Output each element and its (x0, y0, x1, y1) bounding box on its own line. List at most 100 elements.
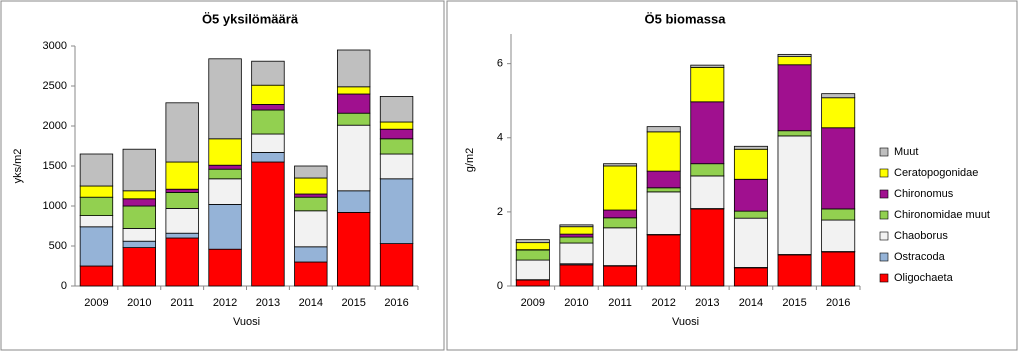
bar-segment (165, 161, 199, 190)
legend-swatch (879, 231, 889, 241)
y-tick-label: 1000 (43, 200, 67, 212)
y-tick-label: 3000 (43, 40, 67, 52)
bar-segment (294, 246, 328, 263)
bar-segment (777, 53, 812, 58)
bar-segment (379, 128, 414, 140)
bar-segment (821, 219, 856, 252)
bar-segment (79, 265, 114, 287)
bar-segment (122, 190, 157, 200)
y-tick-label: 0 (61, 280, 67, 292)
bar-segment (646, 126, 681, 133)
bar-segment (777, 56, 812, 66)
bar-segment (165, 102, 199, 163)
y-tick-label: 2500 (43, 80, 67, 92)
bar-segment (336, 190, 371, 213)
bar-segment (559, 242, 594, 265)
bar-segment (122, 148, 157, 192)
bar-segment (690, 66, 725, 103)
bar-segment (733, 148, 768, 180)
bar-segment (336, 93, 371, 114)
bar-segment (251, 151, 285, 163)
bar-segment (165, 188, 199, 193)
bar-segment (379, 243, 414, 287)
panel-frame (446, 0, 1018, 351)
bar-segment (294, 261, 328, 287)
legend-label: Ceratopogonidae (894, 167, 978, 179)
legend-swatch (879, 168, 889, 178)
bar-segment (646, 234, 681, 287)
bar-segment (515, 249, 550, 261)
bar-segment (515, 279, 550, 287)
x-tick-label: 2013 (256, 297, 280, 309)
y-axis-label: yks/m2 (12, 149, 24, 184)
bar-segment (122, 205, 157, 229)
bar-segment (559, 226, 594, 235)
bar-segment (733, 178, 768, 212)
bar-segment (336, 112, 371, 126)
bar-segment (251, 60, 285, 86)
y-tick-label: 2000 (43, 120, 67, 132)
legend-label: Oligochaeta (894, 272, 954, 284)
bar-segment (165, 237, 199, 287)
bar-segment (821, 93, 856, 99)
bar-segment (208, 58, 242, 140)
x-axis-label: Vuosi (233, 316, 260, 328)
bar-segment (165, 207, 199, 234)
x-tick-label: 2015 (341, 297, 365, 309)
x-tick-label: 2011 (170, 297, 194, 309)
legend-label: Chironomus (894, 188, 954, 200)
bar-segment (646, 131, 681, 172)
bar-segment (821, 251, 856, 287)
bar-segment (690, 175, 725, 209)
x-tick-label: 2014 (299, 297, 323, 309)
bar-segment (821, 127, 856, 210)
x-tick-label: 2012 (651, 297, 675, 309)
bar-segment (79, 153, 114, 187)
bar-segment (336, 211, 371, 287)
bar-segment (208, 138, 242, 166)
bar-segment (336, 124, 371, 192)
y-tick-label: 0 (497, 280, 503, 292)
bar-segment (294, 193, 328, 198)
legend-swatch (879, 252, 889, 262)
bar-segment (690, 163, 725, 177)
bar-segment (733, 217, 768, 268)
chart-title: Ö5 biomassa (645, 11, 727, 26)
bar-segment (79, 185, 114, 198)
legend-label: Chaoborus (894, 230, 948, 242)
bar-segment (294, 165, 328, 179)
bar-segment (122, 198, 157, 207)
bar-segment (777, 254, 812, 287)
x-tick-label: 2011 (608, 297, 632, 309)
bar-segment (165, 232, 199, 239)
bar-segment (379, 96, 414, 123)
bar-segment (559, 264, 594, 287)
bar-segment (821, 208, 856, 221)
bar-segment (208, 178, 242, 205)
bar-segment (251, 109, 285, 135)
bar-segment (122, 240, 157, 248)
bar-segment (603, 227, 638, 267)
x-tick-label: 2016 (384, 297, 408, 309)
y-tick-label: 500 (49, 240, 67, 252)
chart-title: Ö5 yksilömäärä (202, 11, 299, 26)
legend-label: Muut (894, 146, 918, 158)
x-tick-label: 2015 (782, 297, 806, 309)
bar-segment (515, 242, 550, 251)
bar-segment (165, 191, 199, 209)
bar-segment (515, 239, 550, 244)
y-axis-label: g/m2 (464, 148, 476, 172)
bar-segment (251, 104, 285, 111)
bar-segment (294, 196, 328, 212)
x-tick-label: 2010 (127, 297, 151, 309)
bar-segment (122, 227, 157, 242)
x-tick-label: 2013 (695, 297, 719, 309)
x-tick-label: 2009 (521, 297, 545, 309)
bar-segment (79, 196, 114, 216)
bar-segment (379, 178, 414, 245)
legend-label: Chironomidae muut (894, 209, 990, 221)
x-tick-label: 2014 (739, 297, 763, 309)
bar-segment (603, 209, 638, 219)
bar-segment (733, 145, 768, 150)
